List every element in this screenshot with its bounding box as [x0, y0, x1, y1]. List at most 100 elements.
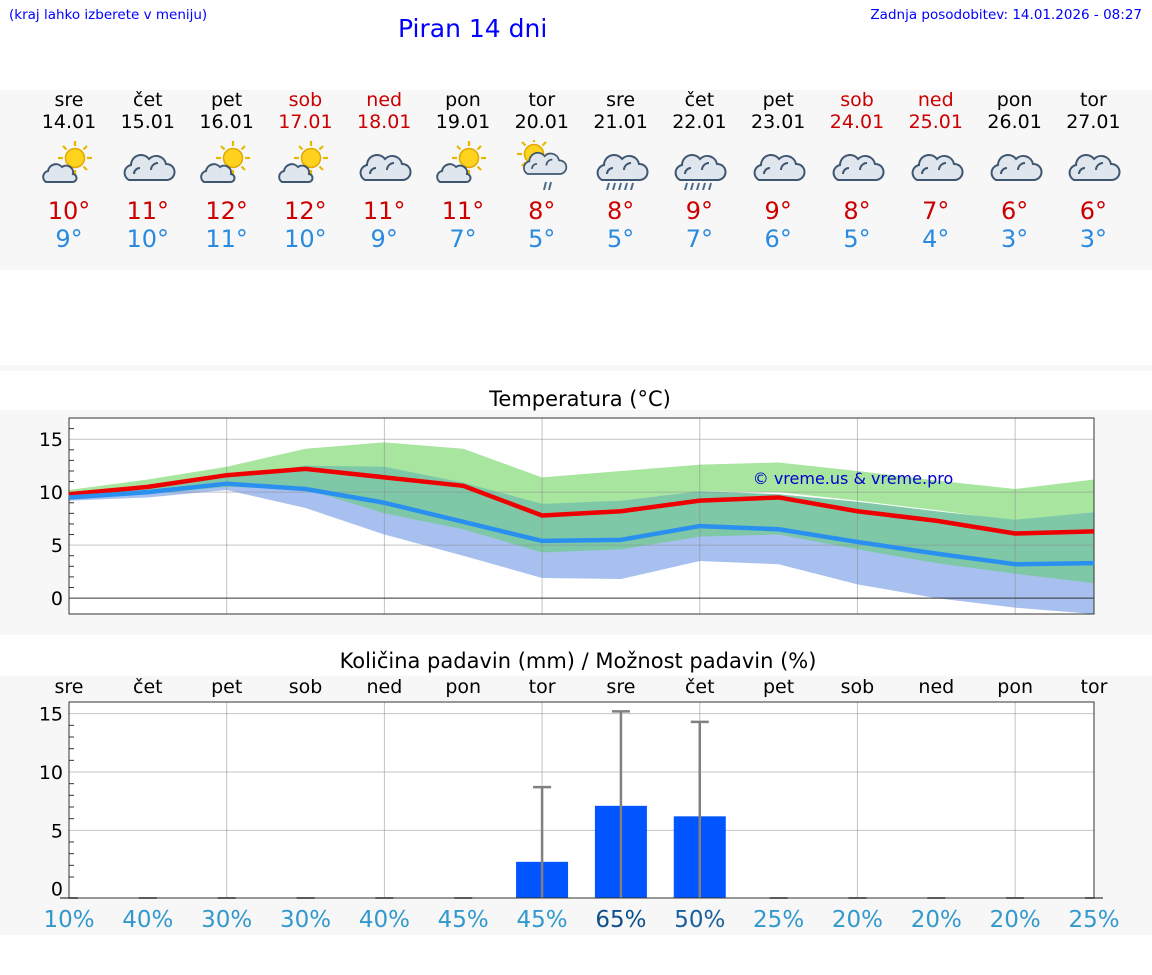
x-day-label: ned — [366, 676, 402, 698]
precip-probability: 10% — [43, 907, 94, 933]
region-hint-text: (kraj lahko izberete v meniju) — [9, 7, 208, 23]
x-day-label: pet — [763, 676, 794, 698]
day-date: 19.01 — [435, 111, 491, 133]
max-temp: 8° — [843, 197, 871, 225]
x-day-label: pon — [445, 676, 481, 698]
min-temp: 11° — [205, 225, 248, 253]
y-tick-label: 10 — [39, 762, 63, 784]
y-tick-label: 5 — [51, 820, 63, 842]
last-updated-text: Zadnja posodobitev: 14.01.2026 - 08:27 — [870, 7, 1142, 23]
x-day-label: pon — [997, 676, 1033, 698]
precipitation-chart: Količina padavin (mm) / Možnost padavin … — [39, 649, 1120, 933]
x-day-label: ned — [918, 676, 954, 698]
temperature-panel: Temperatura (°C) 0 5 10 15 © vreme.us & vreme… — [0, 387, 1152, 635]
cloudy-icon — [908, 140, 964, 190]
cloudy-icon — [120, 140, 176, 190]
plot-frame — [68, 701, 1095, 899]
partly-cloudy-icon — [199, 140, 255, 190]
day-date: 20.01 — [514, 111, 569, 133]
x-day-label: tor — [529, 676, 556, 698]
min-temp: 7° — [685, 225, 714, 253]
max-temp: 8° — [528, 197, 556, 225]
precip-probability: 25% — [753, 907, 804, 933]
max-temp: 11° — [441, 197, 485, 225]
precip-probability: 50% — [674, 907, 725, 933]
partly-cloudy-icon — [435, 140, 491, 190]
day-name: pon — [445, 89, 481, 111]
x-day-label: čet — [133, 676, 163, 698]
max-temp: 12° — [205, 197, 248, 225]
max-temp: 11° — [362, 197, 406, 225]
x-day-label: sob — [841, 676, 875, 698]
day-name: čet — [684, 89, 715, 111]
precipitation-chart-title: Količina padavin (mm) / Možnost padavin … — [340, 649, 817, 673]
day-date: 18.01 — [356, 111, 412, 133]
x-day-label: tor — [1081, 676, 1108, 698]
max-temp: 6° — [1079, 197, 1108, 225]
day-name: sre — [606, 89, 636, 111]
y-tick-label: 0 — [51, 879, 63, 901]
day-name: pet — [210, 89, 243, 111]
day-name: tor — [1079, 89, 1107, 111]
plot-area — [69, 702, 1094, 898]
max-temp: 9° — [764, 197, 792, 225]
daily-forecast-strip: sre 14.01 10° 9° čet 15.01 11° 10° pet 16.01 12° 11… — [0, 89, 1152, 270]
precip-probability: 20% — [990, 907, 1041, 933]
day-date: 26.01 — [987, 111, 1042, 133]
day-date: 25.01 — [908, 111, 963, 133]
max-temp: 7° — [922, 197, 950, 225]
cloudy-icon — [356, 140, 412, 190]
day-name: ned — [366, 89, 403, 111]
max-temp: 8° — [606, 197, 635, 225]
precip-probability: 45% — [438, 907, 489, 933]
precip-probability: 40% — [359, 907, 410, 933]
day-date: 27.01 — [1066, 111, 1121, 133]
precip-probability: 40% — [122, 907, 173, 933]
y-tick-label: 15 — [39, 704, 63, 726]
precip-probability: 30% — [201, 907, 252, 933]
temperature-chart-title: Temperatura (°C) — [488, 387, 671, 411]
cloudy-icon — [1065, 140, 1121, 190]
x-day-label: čet — [685, 676, 715, 698]
page-title: Piran 14 dni — [398, 14, 548, 43]
precip-probability: 45% — [517, 907, 568, 933]
day-date: 16.01 — [199, 111, 254, 133]
plot-frame — [68, 417, 1095, 615]
precipitation-panel: Količina padavin (mm) / Možnost padavin … — [0, 649, 1152, 935]
day-name: sre — [54, 89, 84, 111]
day-name: sob — [840, 89, 874, 111]
x-day-label: pet — [211, 676, 242, 698]
y-tick-label: 15 — [39, 429, 63, 451]
day-name: ned — [917, 89, 954, 111]
y-tick-label: 5 — [51, 535, 63, 557]
day-date: 22.01 — [672, 111, 727, 133]
day-date: 17.01 — [278, 111, 333, 133]
min-temp: 5° — [528, 225, 556, 253]
rain-cloud-icon — [593, 140, 649, 191]
temperature-chart: Temperatura (°C) 0 5 10 15 © vreme.us & vreme… — [39, 387, 1095, 615]
precip-probability: 30% — [280, 907, 331, 933]
day-name: pon — [996, 89, 1033, 111]
min-temp: 10° — [284, 225, 327, 253]
day-name: pet — [762, 89, 794, 111]
min-temp: 3° — [1079, 225, 1108, 253]
min-temp: 7° — [449, 225, 477, 253]
max-temp: 6° — [1000, 197, 1029, 225]
precip-probability: 65% — [595, 907, 646, 933]
min-temp: 5° — [606, 225, 635, 253]
max-temp: 9° — [685, 197, 714, 225]
max-temp: 11° — [126, 197, 170, 225]
day-date: 23.01 — [750, 111, 806, 133]
x-day-label: sre — [55, 676, 84, 698]
min-temp: 3° — [1000, 225, 1029, 253]
day-name: sob — [288, 89, 323, 111]
cloudy-icon — [750, 140, 806, 190]
max-temp: 10° — [47, 197, 91, 225]
max-range-band — [69, 442, 1094, 521]
max-temp: 12° — [284, 197, 327, 225]
min-temp: 4° — [922, 225, 950, 253]
day-date: 15.01 — [120, 111, 175, 133]
y-tick-label: 10 — [39, 482, 63, 504]
min-temp: 6° — [764, 225, 792, 253]
min-temp: 9° — [370, 225, 398, 253]
